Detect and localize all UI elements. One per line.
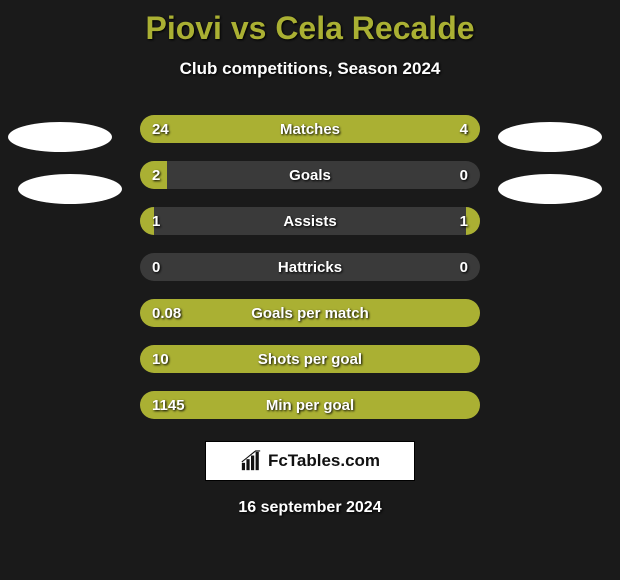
date: 16 september 2024 [0, 499, 620, 517]
stat-bar-track [140, 253, 480, 281]
stat-bar-left [140, 115, 405, 143]
stat-row: Goals20 [0, 161, 620, 189]
stats-container: Matches244 Goals20 Assists11 Hattricks00 Goa… [0, 115, 620, 419]
subtitle: Club competitions, Season 2024 [0, 59, 620, 79]
stat-bar-right [405, 115, 480, 143]
stat-row: Assists11 [0, 207, 620, 235]
logo-text: FcTables.com [268, 451, 380, 471]
stat-row: Matches244 [0, 115, 620, 143]
stat-bar-track [154, 207, 467, 235]
stat-bar-left [140, 161, 167, 189]
stat-row: Hattricks00 [0, 253, 620, 281]
stat-row: Shots per goal10 [0, 345, 620, 373]
stat-bar-left [140, 391, 480, 419]
stat-bar: Hattricks00 [140, 253, 480, 281]
fctables-logo-link[interactable]: FcTables.com [205, 441, 415, 481]
stat-bar-left [140, 345, 480, 373]
stat-bar: Min per goal1145 [140, 391, 480, 419]
stat-bar-left [140, 207, 154, 235]
stat-bar: Shots per goal10 [140, 345, 480, 373]
stat-bar-left [140, 299, 480, 327]
stat-bar-track [167, 161, 480, 189]
stat-bar-right [466, 207, 480, 235]
stat-row: Goals per match0.08 [0, 299, 620, 327]
page-title: Piovi vs Cela Recalde [0, 0, 620, 47]
stat-bar: Matches244 [140, 115, 480, 143]
stat-bar: Goals20 [140, 161, 480, 189]
bar-chart-icon [240, 450, 262, 472]
stat-row: Min per goal1145 [0, 391, 620, 419]
stat-bar: Goals per match0.08 [140, 299, 480, 327]
stat-bar: Assists11 [140, 207, 480, 235]
